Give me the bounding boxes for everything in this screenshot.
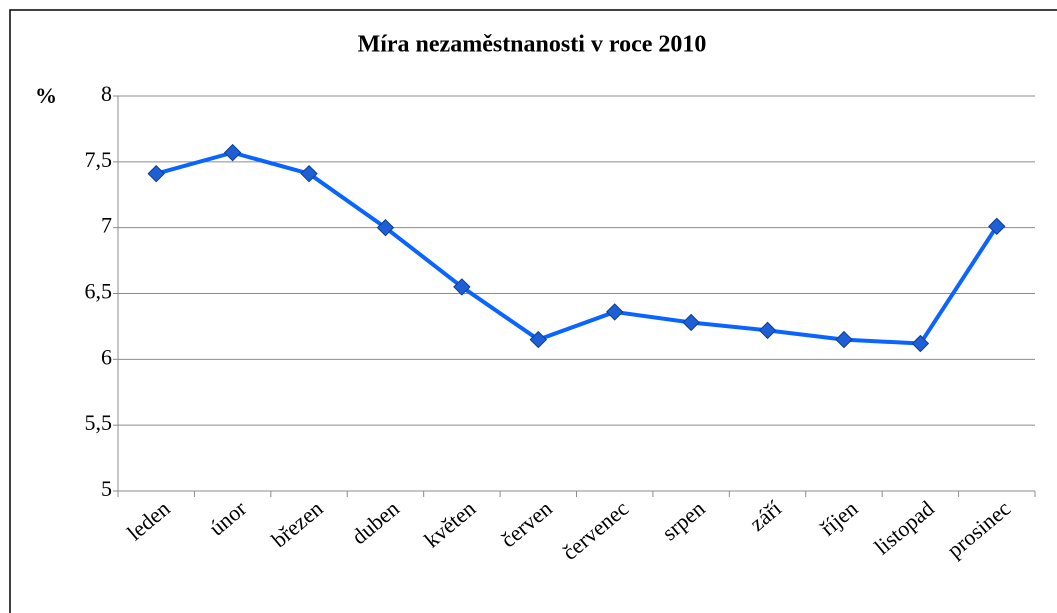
data-point [453,278,471,296]
data-point [606,303,624,321]
y-axis-label: % [35,83,57,108]
chart-title: Míra nezaměstnanosti v roce 2010 [358,32,707,58]
data-point [911,334,930,353]
y-tick-label: 5,5 [85,410,113,435]
y-tick-label: 6,5 [85,279,113,304]
y-tick-label: 8 [101,81,112,106]
y-tick-label: 7,5 [85,147,113,172]
data-point [682,313,700,332]
data-point [988,217,1006,236]
data-point [147,164,165,183]
y-tick-label: 7 [101,213,112,238]
data-line [155,150,999,346]
data-point [835,330,853,349]
y-tick-label: 5 [101,476,112,501]
y-tick-label: 6 [101,344,112,369]
data-point [529,330,547,349]
data-point [758,321,777,340]
data-point [300,164,318,183]
chart-frame [9,9,1057,613]
data-point [376,218,395,237]
data-point [223,143,242,162]
